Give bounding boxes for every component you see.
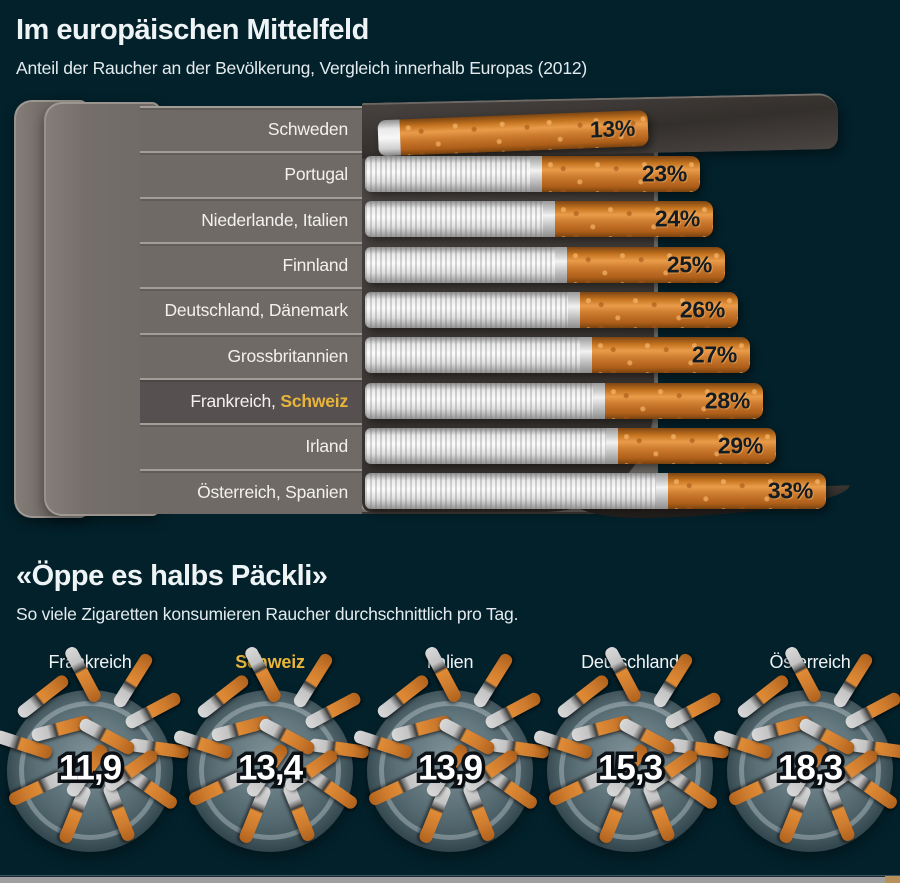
bar-category-label: Frankreich, Schweiz (140, 377, 362, 424)
bar-value-label: 24% (654, 205, 700, 232)
cigarette-band (593, 382, 605, 419)
cigarette-filter: 33% (668, 473, 826, 510)
cigarette-filter: 13% (399, 109, 649, 156)
bar-value-label: 28% (704, 387, 750, 414)
bar-category-label: Irland (140, 423, 362, 469)
ashtray-value: 13,4 (234, 745, 306, 791)
footer-bar (0, 876, 900, 883)
ashtray-chart-title: «Öppe es halbs Päckli» (16, 560, 328, 592)
ashtray-country-label: Österreich (769, 652, 851, 672)
bar-value-label: 23% (641, 160, 687, 187)
bar-category-label: Deutschland, Dänemark (140, 287, 362, 333)
ashtray-column: Schweiz 13,4 (172, 644, 370, 852)
ashtray-value: 15,3 (594, 745, 666, 791)
cigarette-band (580, 337, 592, 374)
cigarette-bar: 33% (365, 473, 826, 510)
cigarette-filter: 29% (618, 427, 776, 464)
bar-category-label: Grossbritannien (140, 332, 362, 378)
cigarette-bar: 25% (365, 246, 725, 283)
ashtray-value: 11,9 (55, 745, 125, 791)
bar-value-label: 27% (691, 341, 737, 368)
cigarette-band (568, 291, 580, 328)
cigarette-band (606, 427, 618, 464)
bar-row-labels: Schweden Portugal Niederlande, Italien Finn… (140, 106, 362, 514)
cigarette-tip (377, 119, 401, 156)
footer-divider (0, 875, 900, 876)
bar-category-text: Grossbritannien (227, 345, 348, 366)
cigarette-paper (365, 246, 555, 283)
ashtray-column: Frankreich 11,9 (0, 644, 190, 852)
ashtray-value: 13,9 (414, 745, 486, 791)
bar-category-highlight-text: Schweiz (280, 390, 348, 411)
bar-value-label: 13% (589, 114, 636, 143)
ashtray-value: 18,3 (774, 745, 846, 791)
ashtray: 15,3 (532, 644, 730, 852)
ashtray-country-label: Schweiz (235, 652, 305, 672)
cigarette-filter: 26% (580, 291, 738, 328)
cigarette-filter: 25% (567, 246, 725, 283)
ashtray-chart-subtitle: So viele Zigaretten konsumieren Raucher … (16, 604, 519, 624)
bar-category-text: Schweden (267, 119, 348, 139)
ashtray-chart: Frankreich 11,9 Schweiz 13,4 Italien 13,9 Deut… (0, 644, 900, 852)
cigarette-paper (365, 155, 530, 192)
cigarette-paper (365, 382, 593, 419)
bar-category-text: Irland (305, 436, 348, 457)
cigarette-bar: 28% (365, 382, 763, 419)
cigarette-paper (365, 473, 656, 510)
cigarette-bar: 27% (365, 337, 750, 374)
ashtray-column: Deutschland 15,3 (532, 644, 730, 852)
cigarette-band (543, 201, 555, 238)
bar-category-text: Portugal (284, 164, 348, 185)
bar-value-label: 29% (717, 432, 763, 459)
cigarette-bar: 26% (365, 291, 738, 328)
bar-category-text: Finnland (282, 254, 348, 275)
cigarette-paper (365, 337, 580, 374)
bar-category-label: Finnland (140, 241, 362, 288)
cigarette-filter: 28% (605, 382, 763, 419)
ashtray-country-label: Deutschland (581, 652, 679, 672)
bar-category-text: Frankreich, (190, 390, 281, 411)
cigarette-bar: 24% (365, 201, 713, 238)
bar-category-label: Österreich, Spanien (140, 468, 362, 514)
ashtray-column: Österreich 18,3 (712, 644, 900, 852)
cigarette-paper (365, 291, 568, 328)
bar-category-label: Portugal (140, 151, 362, 197)
bar-chart-title: Im europäischen Mittelfeld (16, 14, 369, 46)
ashtray-country-label: Frankreich (48, 652, 132, 672)
cigarette-paper (365, 201, 543, 238)
ashtray-column: Italien 13,9 (352, 644, 550, 852)
footer-corner-mark (885, 876, 900, 883)
cigarette-filter: 27% (592, 337, 750, 374)
cigarette-bar: 23% (365, 155, 700, 192)
ashtray: 11,9 (0, 644, 190, 852)
cigarette-bars: 13% 23% 24% 25% 26% 27% 28% 29% 33% (0, 98, 900, 528)
cigarette-pack-bar-chart: Schweden Portugal Niederlande, Italien Finn… (0, 93, 900, 528)
cigarette-bar: 29% (365, 427, 776, 464)
bar-value-label: 26% (679, 296, 725, 323)
cigarette-filter: 24% (555, 201, 713, 238)
ashtray: 13,9 (352, 644, 550, 852)
cigarette-band (555, 246, 567, 283)
cigarette-filter: 23% (542, 155, 700, 192)
cigarette-bar: 13% (377, 109, 649, 156)
bar-value-label: 25% (666, 251, 712, 278)
bar-category-text: Niederlande, Italien (201, 209, 348, 230)
ashtray-country-label: Italien (426, 652, 474, 672)
ashtray: 18,3 (712, 644, 900, 852)
bar-category-text: Österreich, Spanien (197, 481, 348, 502)
bar-category-label: Niederlande, Italien (140, 196, 362, 242)
ashtray: 13,4 (172, 644, 370, 852)
bar-chart-subtitle: Anteil der Raucher an der Bevölkerung, V… (16, 58, 588, 78)
cigarette-paper (365, 427, 606, 464)
bar-category-label: Schweden (140, 106, 362, 152)
cigarette-band (530, 155, 542, 192)
cigarette-band (656, 473, 668, 510)
bar-value-label: 33% (767, 477, 813, 504)
bar-category-text: Deutschland, Dänemark (164, 300, 348, 321)
